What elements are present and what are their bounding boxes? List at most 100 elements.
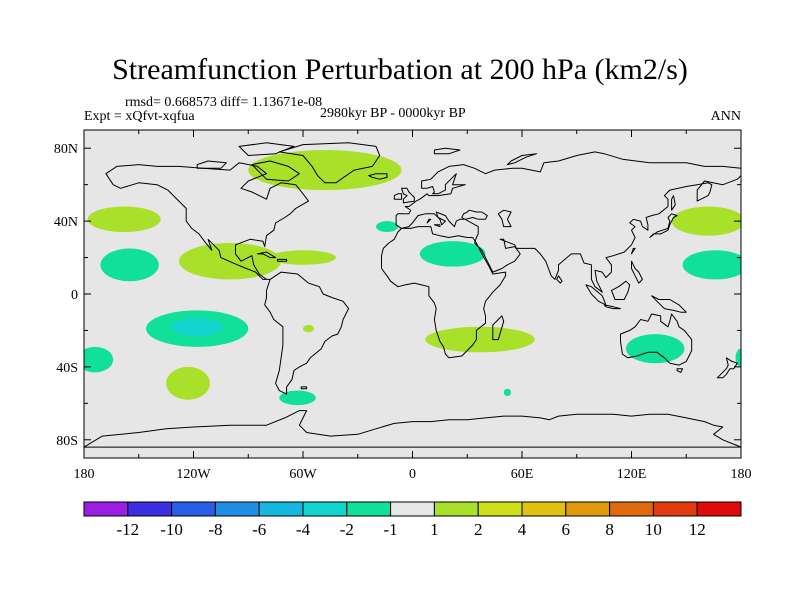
colorbar-label-3: -6	[252, 520, 266, 539]
x-tick-label-6: 180	[731, 467, 752, 482]
x-tick-label-1: 120W	[176, 467, 211, 482]
anomaly-3	[270, 250, 336, 265]
anomaly-9	[303, 324, 314, 333]
coastline-new-guinea	[651, 295, 687, 313]
colorbar-box-3	[214, 501, 260, 517]
coastline-ellesmere	[238, 142, 295, 156]
chart-title: Streamfunction Perturbation at 200 hPa (…	[112, 53, 688, 86]
coastline-africa	[381, 226, 507, 359]
x-tick-label-0: 180	[74, 467, 95, 482]
y-tick-label-3: 40S	[56, 361, 78, 376]
colorbar-box-14	[696, 501, 742, 517]
coastline-iceland	[368, 173, 388, 180]
coastline-taiwan	[631, 247, 636, 255]
anomaly-1	[100, 248, 159, 282]
colorbar-label-13: 12	[689, 520, 706, 539]
anomaly-12	[279, 390, 316, 406]
colorbar-label-5: -2	[340, 520, 354, 539]
x-axis: 180 120W 60W 0 60E 120E 180	[74, 130, 752, 482]
coastline-layer	[84, 142, 741, 448]
x-tick-label-3: 0	[409, 467, 416, 482]
coastline-south-america	[264, 271, 350, 395]
anomaly-10	[166, 366, 210, 400]
anomaly-11	[84, 346, 114, 373]
anomaly-0	[87, 206, 161, 233]
anomaly-15	[626, 334, 685, 364]
anomaly-layer	[84, 150, 741, 406]
anomaly-5	[376, 221, 398, 233]
colorbar-label-11: 8	[605, 520, 614, 539]
anomaly-13	[425, 326, 535, 353]
season-label: ANN	[710, 109, 741, 124]
colorbar-box-12	[609, 501, 654, 517]
colorbar-box-6	[346, 501, 392, 517]
colorbar-box-13	[652, 501, 698, 517]
coastline-sardinia	[426, 218, 432, 224]
coastline-sakhalin	[671, 195, 676, 211]
anomaly-8	[171, 317, 223, 336]
colorbar-label-8: 2	[474, 520, 483, 539]
x-tick-label-4: 60E	[511, 467, 534, 482]
colorbar-label-1: -10	[160, 520, 183, 539]
x-tick-label-2: 60W	[289, 467, 317, 482]
coastline-philippines	[631, 260, 643, 284]
coastline-sri-lanka	[556, 275, 563, 284]
coastline-australia	[620, 313, 693, 366]
coastline-madagascar	[492, 315, 505, 341]
x-tick-label-5: 120E	[617, 467, 647, 482]
coastline-greenland	[278, 142, 381, 184]
colorbar-label-2: -8	[208, 520, 222, 539]
colorbar-box-11	[565, 501, 611, 517]
y-axis: 80N 40N 0 40S 80S	[54, 142, 741, 449]
colorbar-box-5	[302, 501, 348, 517]
coastline-novaya-zemlya	[506, 153, 538, 166]
coastline-eurasia	[395, 151, 741, 293]
coastline-svalbard	[433, 147, 461, 155]
colorbar-box-7	[390, 501, 435, 517]
y-tick-label-2: 0	[71, 288, 78, 303]
coastline-antarctica	[84, 410, 741, 448]
colorbar-label-4: -4	[296, 520, 311, 539]
colorbar-label-12: 10	[645, 520, 662, 539]
experiment-label: Expt = xQfvt-xqfua	[84, 109, 195, 124]
coastline-baffin	[251, 160, 300, 182]
coastline-java	[603, 304, 621, 310]
y-tick-label-1: 40N	[54, 215, 78, 230]
plot-background	[84, 130, 741, 458]
colorbar-box-4	[258, 501, 304, 517]
coastline-caspian	[497, 209, 512, 228]
colorbar-label-9: 4	[518, 520, 527, 539]
stats-line: rmsd= 0.668573 diff= 1.13671e-08	[125, 95, 323, 110]
colorbar-label-7: 1	[430, 520, 439, 539]
anomaly-18	[735, 348, 741, 367]
colorbar-box-10	[521, 501, 567, 517]
coastline-hispaniola	[277, 258, 288, 262]
colorbar-box-0	[83, 501, 129, 517]
coastline-ireland	[393, 193, 403, 200]
anomaly-16	[671, 206, 741, 236]
anomaly-17	[682, 250, 741, 280]
period-label: 2980kyr BP - 0000kyr BP	[320, 106, 466, 121]
anomaly-4	[248, 150, 402, 191]
coastline-falklands	[300, 386, 308, 390]
coastline-north-america	[105, 162, 309, 280]
coastline-new-zealand	[716, 357, 738, 379]
colorbar: -12 -10 -8 -6 -4 -2 -1 1 2 4 6 8 10 12	[83, 501, 742, 539]
colorbar-box-1	[127, 501, 173, 517]
coastline-japan	[649, 213, 678, 238]
coastline-cuba	[256, 251, 277, 259]
colorbar-label-10: 6	[562, 520, 571, 539]
colorbar-box-2	[171, 501, 216, 517]
coastline-uk	[401, 187, 415, 204]
coastline-tasmania	[676, 368, 684, 373]
anomaly-6	[419, 241, 486, 267]
y-tick-label-0: 80N	[54, 142, 78, 157]
colorbar-box-9	[477, 501, 523, 517]
coastline-sicily	[433, 224, 441, 228]
colorbar-box-8	[433, 501, 479, 517]
y-tick-label-4: 80S	[56, 434, 78, 449]
coastline-borneo	[610, 280, 631, 300]
coastline-victoria-isl	[196, 160, 227, 169]
anomaly-14	[503, 388, 512, 397]
